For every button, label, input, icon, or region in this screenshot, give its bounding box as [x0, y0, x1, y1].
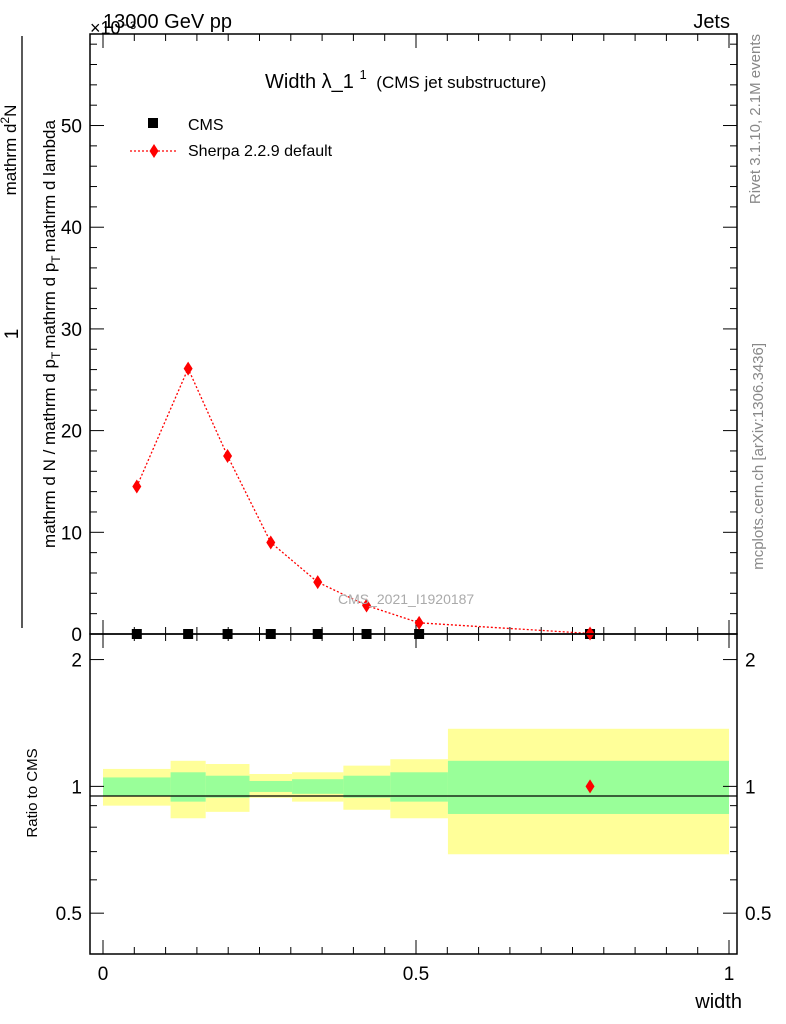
header-process-label: Jets	[693, 11, 730, 33]
rivet-info: Rivet 3.1.10, 2.1M events	[747, 34, 764, 204]
main-axes: 0 10 20 30 40 50	[61, 34, 737, 646]
main-ytick-label: 50	[61, 117, 82, 138]
sherpa-point	[183, 361, 193, 376]
ylabel-numerator-text: mathrm d2N	[0, 105, 20, 196]
legend-sherpa-marker	[149, 144, 159, 158]
sherpa-point	[362, 598, 372, 613]
sherpa-point	[132, 479, 142, 494]
ratio-frame	[89, 633, 738, 955]
xaxis-label: width	[694, 991, 742, 1013]
ratio-ytick-label: 1	[71, 777, 82, 798]
ratio-band-inner	[249, 780, 293, 792]
ylabel-den-sub2: T	[49, 255, 63, 263]
ratio-ytick-label-right: 0.5	[745, 904, 771, 925]
main-panel: 0 10 20 30 40 50 Width λ_1 1 (CMS jet substru…	[0, 33, 738, 646]
ylabel-den-end: mathrm d lambda	[40, 120, 59, 253]
legend-sherpa-label: Sherpa 2.2.9 default	[188, 143, 333, 160]
ratio-marks	[585, 779, 595, 794]
main-ytick-label: 40	[61, 218, 82, 239]
ratio-ytick-label-right: 2	[745, 651, 756, 672]
sherpa-point	[266, 535, 276, 550]
ratio-band-inner	[292, 779, 344, 794]
ratio-band-inner	[343, 775, 391, 798]
ratio-xtick-label: 0	[98, 964, 109, 985]
legend-cms-label: CMS	[188, 117, 224, 134]
plot-title: Width λ_1 1 (CMS jet substructure)	[265, 62, 546, 93]
analysis-watermark: CMS_2021_I1920187	[338, 591, 474, 607]
sherpa-point	[414, 615, 424, 630]
plot-title-note: (CMS jet substructure)	[376, 73, 546, 92]
ratio-axes: 0.5 0.5 1 1 2 2 0 0.5 1	[56, 634, 771, 985]
ratio-ytick-label-right: 1	[745, 777, 756, 798]
ratio-panel: 0.5 0.5 1 1 2 2 0 0.5 1 Ratio to CMS width	[24, 633, 771, 1013]
ratio-ytick-label: 0.5	[56, 904, 82, 925]
ylabel-num-end: N	[1, 105, 20, 117]
legend-cms-marker	[148, 118, 158, 128]
ylabel-den-1: mathrm d N / mathrm d p	[40, 359, 59, 548]
mcplots-info: mcplots.cern.ch [arXiv:1306.3436]	[750, 343, 767, 570]
ratio-xtick-label: 0.5	[403, 964, 429, 985]
ylabel-den-rest: mathrm d p	[40, 263, 59, 349]
ylabel-denominator: mathrm d N / mathrm d pTmathrm d pTmathr…	[40, 120, 63, 548]
header-energy-label: 13000 GeV pp	[103, 11, 232, 33]
ratio-band-inner	[390, 772, 448, 802]
ratio-ylabel: Ratio to CMS	[24, 748, 41, 837]
exponent-label: ×10⁻³	[90, 18, 136, 38]
ylabel-num-sup: 2	[0, 117, 12, 124]
sherpa-point	[223, 449, 233, 464]
ratio-xtick-label: 1	[724, 964, 735, 985]
plot-title-sup: 1	[360, 67, 367, 82]
sherpa-curve	[136, 366, 591, 635]
ratio-band-inner	[205, 775, 250, 798]
main-ytick-label: 0	[71, 625, 82, 646]
ratio-sherpa-point	[585, 779, 595, 794]
main-ylabel: 1 mathrm d N / mathrm d pTmathrm d pTmat…	[2, 120, 63, 548]
legend: CMS Sherpa 2.2.9 default	[130, 117, 333, 160]
main-ytick-label: 10	[61, 523, 82, 544]
main-ytick-label: 30	[61, 320, 82, 341]
ratio-band-inner	[170, 772, 206, 802]
plot-title-main: Width λ_1	[265, 71, 354, 93]
ylabel-num-d: mathrm d	[1, 124, 20, 196]
ylabel-one: 1	[2, 329, 23, 340]
main-ytick-label: 20	[61, 422, 82, 443]
sherpa-point	[313, 575, 323, 590]
ylabel-numerator: mathrm d2N	[0, 105, 20, 196]
ratio-bands	[103, 728, 729, 855]
ratio-band-inner	[103, 777, 171, 796]
ylabel-den-sub1: T	[49, 351, 63, 359]
ratio-ytick-label: 2	[71, 651, 82, 672]
